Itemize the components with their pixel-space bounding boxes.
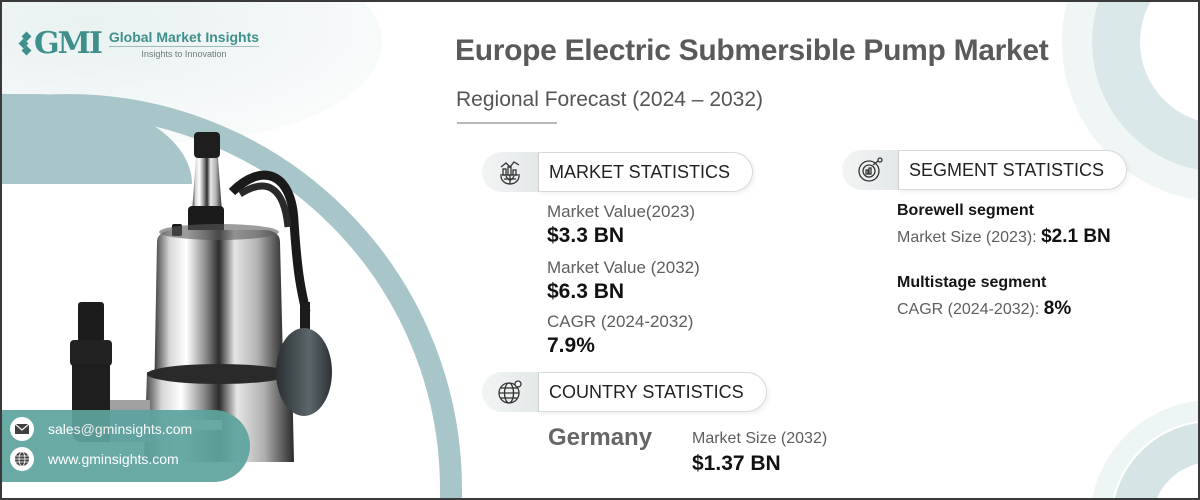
contact-bar: sales@gminsights.com www.gminsights.com xyxy=(2,410,250,482)
multistage-segment-line: CAGR (2024-2032): 8% xyxy=(897,298,1071,320)
page-title: Europe Electric Submersible Pump Market xyxy=(455,34,1049,67)
market-statistics-header: MARKET STATISTICS xyxy=(482,152,754,192)
contact-email[interactable]: sales@gminsights.com xyxy=(10,417,192,441)
website-link[interactable]: www.gminsights.com xyxy=(48,451,179,467)
mail-icon xyxy=(10,417,34,441)
market-value-2023: $3.3 BN xyxy=(547,224,625,247)
contact-website[interactable]: www.gminsights.com xyxy=(10,447,179,471)
cagr-label: CAGR (2024-2032) xyxy=(547,312,694,331)
cagr-value: 7.9% xyxy=(547,334,595,357)
market-value-2032: $6.3 BN xyxy=(547,280,625,303)
chart-globe-icon xyxy=(482,152,538,192)
segment-statistics-header: SEGMENT STATISTICS xyxy=(842,150,1128,190)
title-divider xyxy=(457,122,557,124)
multistage-metric-label: CAGR (2024-2032): xyxy=(897,301,1040,318)
globe-icon xyxy=(10,447,34,471)
logo-letters: GMI xyxy=(34,26,103,61)
brand-name: Global Market Insights xyxy=(108,28,260,47)
borewell-segment-name: Borewell segment xyxy=(897,202,1034,219)
market-value-2023-label: Market Value(2023) xyxy=(547,202,696,221)
segment-statistics-title: SEGMENT STATISTICS xyxy=(898,150,1128,190)
globe-pin-icon xyxy=(482,372,538,412)
email-link[interactable]: sales@gminsights.com xyxy=(48,421,193,437)
multistage-segment-name: Multistage segment xyxy=(897,274,1047,291)
borewell-segment-line: Market Size (2023): $2.1 BN xyxy=(897,226,1111,248)
country-statistics-title: COUNTRY STATISTICS xyxy=(538,372,767,412)
country-metric-label: Market Size (2032) xyxy=(692,430,828,447)
market-value-2032-label: Market Value (2032) xyxy=(547,258,700,277)
brand-tagline: Insights to Innovation xyxy=(141,48,227,59)
gmi-logo[interactable]: GMI Global Market Insights Insights to I… xyxy=(18,26,260,61)
country-statistics-header: COUNTRY STATISTICS xyxy=(482,372,767,412)
borewell-metric-label: Market Size (2023): xyxy=(897,229,1037,246)
target-chart-icon xyxy=(842,150,898,190)
diamond-icon xyxy=(18,31,32,55)
country-name: Germany xyxy=(548,424,653,451)
multistage-metric-value: 8% xyxy=(1043,298,1072,319)
country-metric-value: $1.37 BN xyxy=(692,452,781,475)
page-subtitle: Regional Forecast (2024 – 2032) xyxy=(456,88,764,111)
borewell-metric-value: $2.1 BN xyxy=(1041,226,1111,247)
market-statistics-title: MARKET STATISTICS xyxy=(538,152,754,192)
logo-mark: GMI xyxy=(18,26,103,61)
